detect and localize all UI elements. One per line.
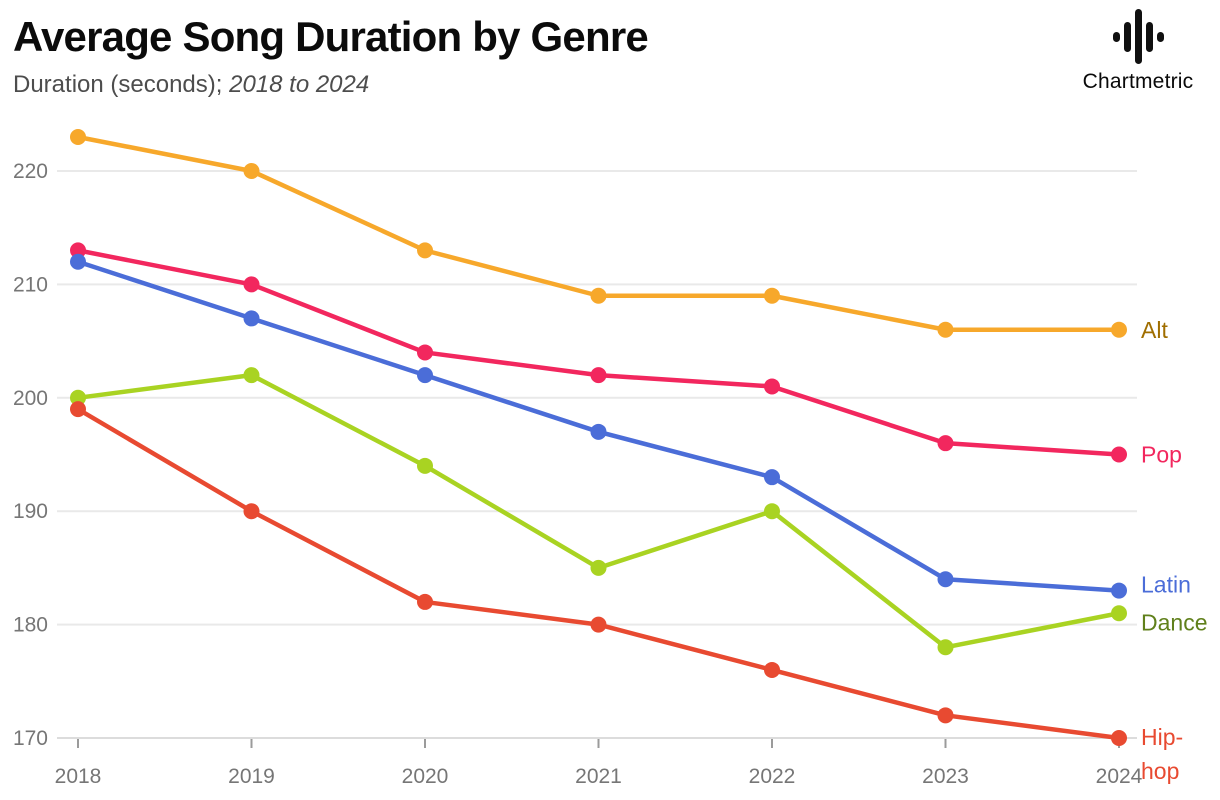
point-alt-2018: [70, 128, 86, 145]
series-label-alt: Alt: [1141, 317, 1168, 343]
point-hip-hop-2024: [1111, 730, 1127, 746]
point-pop-2022: [764, 378, 780, 395]
point-dance-2018: [70, 389, 86, 406]
series-label-latin: Latin: [1141, 572, 1191, 598]
point-latin-2020: [417, 367, 433, 384]
x-tick-label-2019: 2019: [228, 765, 275, 788]
y-tick-label-180: 180: [13, 614, 48, 637]
x-tick-label-2022: 2022: [749, 765, 796, 788]
point-latin-2019: [243, 310, 260, 327]
point-pop-2018: [70, 242, 86, 259]
point-alt-2020: [417, 242, 433, 259]
y-tick-label-210: 210: [13, 273, 48, 296]
y-tick-label-220: 220: [13, 160, 48, 183]
point-pop-2019: [243, 276, 260, 293]
point-alt-2023: [937, 321, 954, 338]
x-tick-label-2018: 2018: [55, 765, 102, 788]
point-dance-2021: [590, 559, 607, 576]
point-hip-hop-2019: [243, 503, 260, 520]
point-hip-hop-2018: [70, 401, 86, 418]
waveform-icon: [1112, 8, 1164, 65]
point-dance-2023: [937, 639, 954, 656]
chartmetric-logo: Chartmetric: [1063, 8, 1213, 94]
point-dance-2024: [1111, 605, 1127, 622]
point-pop-2023: [937, 435, 954, 452]
point-latin-2021: [590, 423, 607, 440]
chartmetric-logo-text: Chartmetric: [1082, 70, 1194, 93]
point-alt-2021: [590, 287, 607, 304]
chart-title: Average Song Duration by Genre: [13, 13, 649, 60]
point-hip-hop-2021: [590, 616, 607, 633]
y-tick-label-190: 190: [13, 500, 48, 523]
x-tick-label-2023: 2023: [922, 765, 969, 788]
point-latin-2024: [1111, 582, 1127, 599]
y-tick-label-200: 200: [13, 387, 48, 410]
point-hip-hop-2022: [764, 661, 780, 678]
subtitle-range: 2018 to 2024: [229, 71, 370, 98]
point-pop-2020: [417, 344, 433, 361]
point-alt-2019: [243, 163, 260, 179]
point-hip-hop-2020: [417, 593, 433, 610]
point-latin-2023: [937, 571, 954, 588]
point-dance-2019: [243, 367, 260, 384]
x-tick-label-2021: 2021: [575, 765, 622, 788]
point-latin-2018: [70, 253, 86, 270]
point-dance-2022: [764, 503, 780, 520]
point-alt-2024: [1111, 321, 1127, 338]
point-alt-2022: [764, 287, 780, 304]
series-label-pop: Pop: [1141, 442, 1182, 468]
point-pop-2021: [590, 367, 607, 384]
point-pop-2024: [1111, 446, 1127, 463]
x-tick-label-2020: 2020: [402, 765, 449, 788]
series-label-hip-hop: Hip-hop: [1141, 724, 1183, 784]
subtitle-plain: Duration (seconds);: [13, 71, 230, 98]
point-latin-2022: [764, 469, 780, 486]
point-dance-2020: [417, 457, 433, 474]
chart-subtitle: Duration (seconds); 2018 to 2024: [13, 71, 369, 99]
series-label-dance: Dance: [1141, 609, 1207, 635]
x-tick-label-2024: 2024: [1096, 765, 1143, 788]
point-hip-hop-2023: [937, 707, 954, 724]
y-tick-label-170: 170: [13, 727, 48, 750]
